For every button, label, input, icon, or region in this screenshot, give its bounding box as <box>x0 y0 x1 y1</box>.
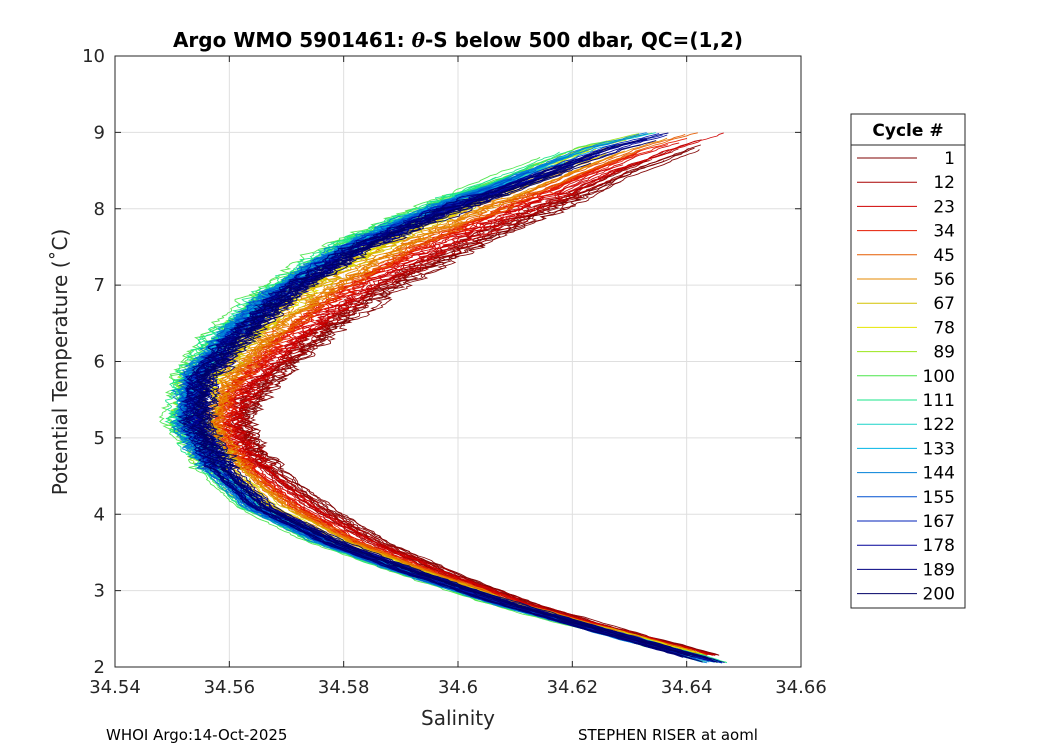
footer-date: WHOI Argo:14-Oct-2025 <box>106 726 288 744</box>
y-axis-label: Potential Temperature (˚C) <box>48 229 72 496</box>
chart-title-prefix: Argo WMO 5901461: <box>173 28 412 52</box>
y-tick-label: 3 <box>94 581 105 602</box>
x-tick-label: 34.62 <box>547 677 599 698</box>
y-tick-label: 7 <box>94 275 105 296</box>
legend-label: 167 <box>923 512 955 532</box>
legend-label: 144 <box>923 464 955 484</box>
profile-line <box>227 167 698 652</box>
x-tick-label: 34.6 <box>438 677 478 698</box>
legend-label: 78 <box>933 318 955 338</box>
legend-label: 1 <box>944 149 955 169</box>
legend-label: 155 <box>923 488 955 508</box>
profile-line <box>213 157 706 656</box>
legend-label: 178 <box>923 536 955 556</box>
legend-label: 100 <box>923 367 955 387</box>
chart-title-suffix: -S below 500 dbar, QC=(1,2) <box>425 28 743 52</box>
x-axis-ticks: 34.54 34.56 34.58 34.6 34.62 34.64 34.66 <box>89 56 827 698</box>
y-tick-label: 10 <box>82 46 105 67</box>
legend-box <box>850 113 966 609</box>
legend-label: 12 <box>933 173 955 193</box>
x-tick-label: 34.66 <box>775 677 827 698</box>
x-tick-label: 34.54 <box>89 677 141 698</box>
y-tick-label: 2 <box>94 657 105 678</box>
y-tick-label: 5 <box>94 428 105 449</box>
footer-credit: STEPHEN RISER at aoml <box>578 726 758 744</box>
profile-line <box>197 162 718 663</box>
y-tick-label: 9 <box>94 122 105 143</box>
legend: Cycle # 1 12 23 34 45 56 67 78 89 100 111 122 133 144… <box>850 113 966 609</box>
legend-label: 122 <box>923 415 955 435</box>
y-tick-label: 8 <box>94 199 105 220</box>
profile-lines <box>158 132 728 664</box>
profile-line <box>158 156 684 658</box>
x-tick-label: 34.64 <box>661 677 713 698</box>
profile-line <box>209 154 706 655</box>
profile-line <box>200 174 722 663</box>
legend-label: 56 <box>933 270 955 290</box>
legend-label: 200 <box>923 585 955 605</box>
legend-label: 23 <box>933 197 955 217</box>
legend-label: 111 <box>923 391 955 411</box>
legend-label: 67 <box>933 294 955 314</box>
chart-title: Argo WMO 5901461: θ-S below 500 dbar, QC… <box>173 28 743 52</box>
legend-label: 189 <box>923 560 955 580</box>
x-tick-label: 34.58 <box>318 677 370 698</box>
chart-title-theta: θ <box>412 28 426 52</box>
legend-label: 45 <box>933 246 955 266</box>
x-tick-label: 34.56 <box>204 677 256 698</box>
legend-label: 89 <box>933 343 955 363</box>
y-tick-label: 6 <box>94 352 105 373</box>
legend-label: 133 <box>923 439 955 459</box>
legend-title: Cycle # <box>872 121 943 141</box>
legend-items: 1 12 23 34 45 56 67 78 89 100 111 122 133 144 155 167 17… <box>857 149 955 605</box>
profile-line <box>246 181 720 656</box>
profile-line <box>237 170 717 656</box>
legend-label: 34 <box>933 222 955 242</box>
profile-line <box>182 159 703 663</box>
y-tick-label: 4 <box>94 504 105 525</box>
y-axis-ticks: 2 3 4 5 6 7 8 9 10 <box>82 46 801 678</box>
x-axis-label: Salinity <box>421 706 495 730</box>
